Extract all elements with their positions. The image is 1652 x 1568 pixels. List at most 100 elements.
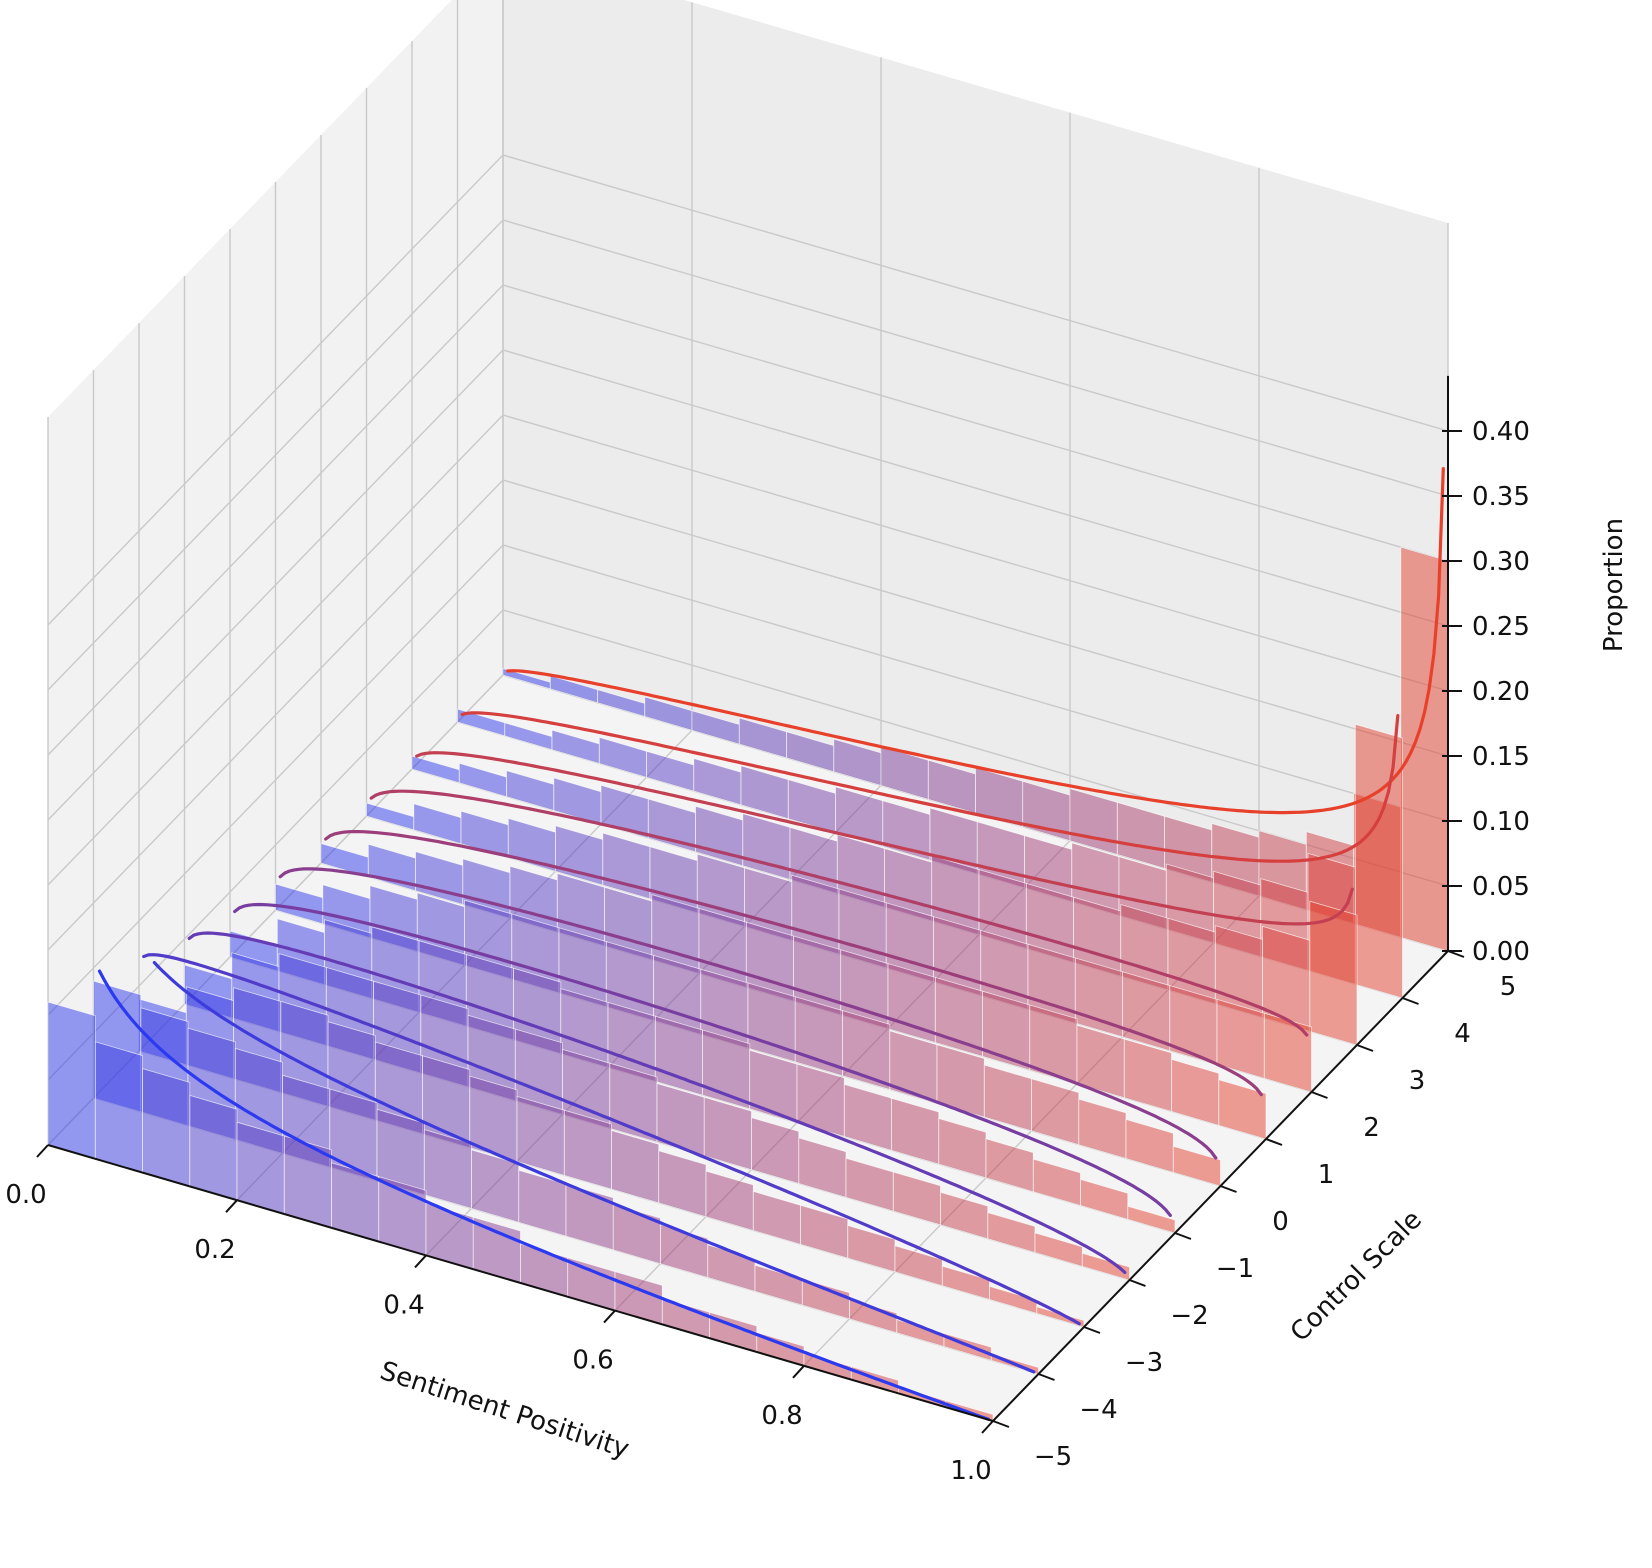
y-tick bbox=[1174, 1232, 1192, 1240]
z-tick-label: 0.35 bbox=[1472, 482, 1530, 512]
z-tick-label: 0.05 bbox=[1472, 872, 1530, 902]
x-tick bbox=[36, 1144, 49, 1158]
y-tick-label: −4 bbox=[1079, 1395, 1117, 1425]
histogram-bar bbox=[565, 1183, 614, 1251]
histogram-bar bbox=[798, 1137, 847, 1198]
histogram-bar bbox=[1036, 1306, 1085, 1328]
x-tick bbox=[603, 1309, 616, 1324]
fitted-curve bbox=[187, 931, 1127, 1275]
y-tick-label: −5 bbox=[1034, 1442, 1072, 1472]
histogram-bar bbox=[1218, 1079, 1267, 1140]
fitted-curve bbox=[278, 867, 1218, 1160]
histogram-bar bbox=[1127, 1205, 1176, 1234]
histogram-bar bbox=[1123, 1038, 1172, 1112]
histogram-bar bbox=[892, 1171, 941, 1226]
histogram-bar bbox=[94, 1041, 143, 1174]
y-tick bbox=[1311, 1091, 1328, 1099]
z-gridline bbox=[47, 414, 1449, 886]
fitted-curve bbox=[233, 902, 1172, 1218]
histogram-bar bbox=[609, 1062, 658, 1143]
x-axis-line bbox=[47, 1144, 994, 1422]
histogram-bar bbox=[800, 1204, 849, 1259]
x-tick bbox=[792, 1365, 805, 1379]
z-gridline bbox=[47, 609, 1449, 1081]
histogram-bar bbox=[1080, 1178, 1129, 1220]
fitted-curve bbox=[324, 829, 1263, 1097]
y-tick bbox=[1083, 1326, 1101, 1334]
y-tick-label: −1 bbox=[1216, 1254, 1254, 1284]
y-tick bbox=[1038, 1373, 1055, 1381]
histogram-bar bbox=[1078, 1098, 1127, 1159]
histogram-bar bbox=[703, 1096, 752, 1171]
histogram-bar bbox=[1029, 1004, 1078, 1085]
histogram-bar bbox=[1122, 971, 1171, 1052]
data-layer bbox=[47, 467, 1449, 1422]
z-tick-label: 0.30 bbox=[1472, 547, 1530, 577]
histogram-bar bbox=[751, 1117, 800, 1184]
fitted-curve bbox=[152, 960, 1036, 1374]
x-tick-label: 0.6 bbox=[572, 1346, 613, 1376]
y-tick-label: −3 bbox=[1125, 1348, 1163, 1378]
histogram-bar bbox=[1354, 723, 1403, 999]
histogram-bar bbox=[1172, 1145, 1221, 1187]
histogram-bar bbox=[563, 1109, 612, 1190]
z-gridline bbox=[47, 349, 1449, 821]
histogram-bar bbox=[987, 1212, 1036, 1253]
x-tick-label: 1.0 bbox=[950, 1456, 991, 1486]
histogram-bar bbox=[705, 1170, 754, 1231]
histogram-bar bbox=[985, 1138, 1034, 1193]
histogram-bar bbox=[469, 1075, 518, 1162]
x-tick-label: 0.0 bbox=[5, 1180, 46, 1210]
histogram-bar bbox=[283, 1135, 332, 1229]
x-tick bbox=[414, 1254, 427, 1269]
histogram-bar bbox=[1032, 1158, 1081, 1206]
x-tick-label: 0.4 bbox=[383, 1290, 424, 1320]
histogram-bar bbox=[938, 1117, 987, 1179]
bar-row bbox=[366, 802, 1312, 1093]
y-tick bbox=[1129, 1279, 1146, 1287]
histogram-bar bbox=[658, 1150, 707, 1218]
histogram-bar bbox=[934, 976, 983, 1057]
histogram-bar bbox=[1400, 546, 1449, 952]
y-tick bbox=[992, 1420, 1010, 1428]
y-tick bbox=[1265, 1138, 1283, 1146]
x-tick-label: 0.2 bbox=[194, 1235, 235, 1265]
back-pane bbox=[503, 0, 1448, 951]
histogram-bar bbox=[702, 1029, 751, 1110]
histogram-bar bbox=[794, 996, 843, 1077]
y-tick bbox=[1402, 997, 1419, 1005]
y-tick bbox=[1220, 1185, 1237, 1193]
histogram-bar bbox=[842, 1010, 891, 1090]
fitted-curve bbox=[460, 711, 1400, 863]
histogram-bar bbox=[142, 1068, 191, 1187]
z-tick-label: 0.10 bbox=[1472, 807, 1530, 837]
z-tick-label: 0.20 bbox=[1472, 677, 1530, 707]
histogram-bar bbox=[1263, 1012, 1312, 1093]
z-axis-label: Proportion bbox=[1599, 518, 1629, 652]
histogram-bar bbox=[236, 1121, 285, 1215]
y-tick-label: 2 bbox=[1363, 1113, 1380, 1143]
z-gridline bbox=[47, 219, 1449, 691]
histogram-bar bbox=[940, 1191, 989, 1240]
z-tick-label: 0.15 bbox=[1472, 742, 1530, 772]
histogram-bar bbox=[1031, 1078, 1080, 1146]
histogram-bar bbox=[47, 1001, 96, 1160]
y-tick-label: 1 bbox=[1318, 1160, 1335, 1190]
histogram-bar bbox=[1309, 900, 1358, 1046]
z-gridline bbox=[47, 154, 1449, 626]
bar-row bbox=[93, 980, 1039, 1375]
z-gridline bbox=[47, 479, 1449, 951]
x-tick-label: 0.8 bbox=[761, 1401, 802, 1431]
y-tick-label: 0 bbox=[1272, 1207, 1289, 1237]
histogram-bar bbox=[1034, 1232, 1083, 1267]
histogram-bar bbox=[849, 1298, 898, 1334]
y-tick-label: 5 bbox=[1500, 972, 1517, 1002]
histogram-bar bbox=[891, 1097, 940, 1165]
histogram-bar bbox=[516, 1095, 565, 1176]
fitted-curve bbox=[142, 953, 1081, 1326]
histogram-bar bbox=[801, 1278, 850, 1320]
histogram-bar bbox=[1125, 1118, 1174, 1173]
histogram-bar bbox=[1081, 1252, 1130, 1281]
